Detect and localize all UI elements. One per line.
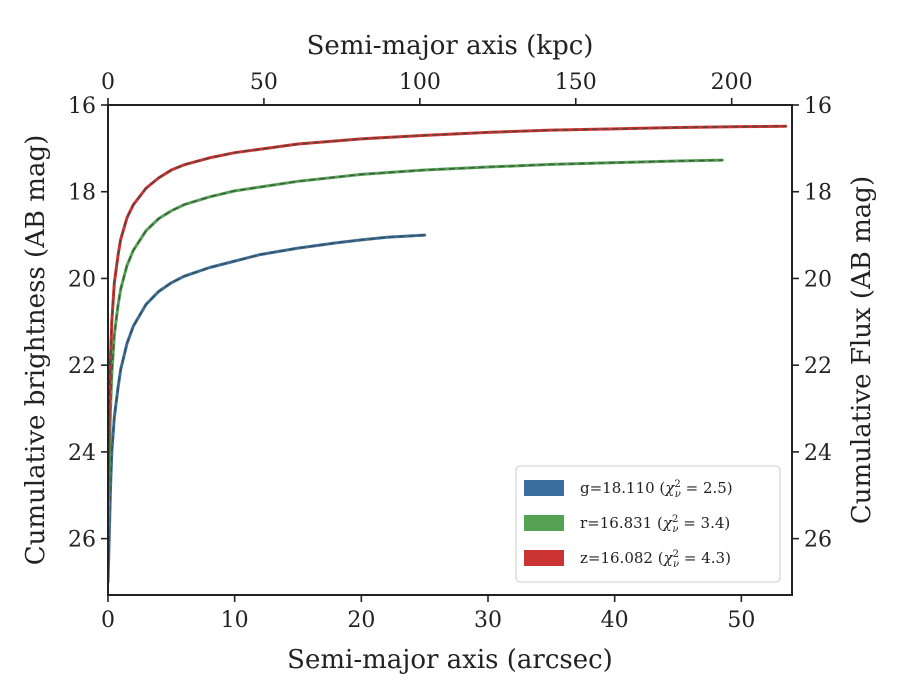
x-tick-label-bottom: 40 (601, 608, 629, 633)
y-tick-label-right: 18 (804, 181, 832, 206)
legend-swatch-z (524, 550, 564, 566)
legend-entry-r: r=16.831 (χ2 ν = 3.4) (580, 514, 730, 535)
y-tick-label-right: 20 (804, 267, 832, 292)
x-tick-label-top: 100 (399, 70, 441, 95)
series-fit-line-r (108, 159, 723, 530)
legend-box (515, 465, 781, 583)
x-axis-title-top: Semi-major axis (kpc) (307, 31, 594, 61)
series-fit-line-z (108, 125, 786, 496)
y-tick-label-left: 18 (68, 181, 96, 206)
x-axis-title-bottom: Semi-major axis (arcsec) (287, 645, 613, 675)
x-tick-label-top: 200 (711, 70, 753, 95)
series-layer (108, 124, 788, 584)
axes-frame (107, 104, 793, 596)
axes-layer: 0 10 20 30 40 50 0 50 100 150 200 16 16 18 18 20 20 22 22 2… (68, 70, 832, 633)
x-tick-label-bottom: 20 (347, 608, 375, 633)
x-tick-label-bottom: 10 (221, 608, 249, 633)
y-tick-label-right: 16 (804, 94, 832, 119)
x-tick-label-top: 0 (101, 70, 115, 95)
x-tick-label-bottom: 30 (474, 608, 502, 633)
legend: g=18.110 (χ2 ν = 2.5) r=16.831 (χ2 ν = 3.4)… (515, 465, 781, 583)
y-tick-label-right: 26 (804, 528, 832, 553)
y-tick-label-left: 20 (68, 267, 96, 292)
axis-titles: Semi-major axis (arcsec) Semi-major axis… (21, 31, 877, 675)
y-tick-label-right: 22 (804, 354, 832, 379)
y-tick-label-left: 22 (68, 354, 96, 379)
series-line-z (108, 124, 788, 497)
legend-swatch-g (524, 480, 564, 496)
series-fit-line-g (108, 234, 425, 583)
legend-swatch-r (524, 515, 564, 531)
y-axis-title-right: Cumulative Flux (AB mag) (847, 176, 877, 524)
x-tick-label-bottom: 0 (101, 608, 115, 633)
x-tick-label-top: 150 (555, 70, 597, 95)
series-line-g (108, 233, 427, 584)
x-tick-label-bottom: 50 (727, 608, 755, 633)
y-tick-label-left: 26 (68, 528, 96, 553)
y-tick-label-right: 24 (804, 441, 832, 466)
x-tick-label-top: 50 (250, 70, 278, 95)
legend-entry-z: z=16.082 (χ2 ν = 4.3) (580, 549, 731, 570)
y-tick-label-left: 16 (68, 94, 96, 119)
legend-entry-g: g=18.110 (χ2 ν = 2.5) (580, 479, 733, 500)
y-tick-label-left: 24 (68, 441, 96, 466)
y-axis-title-left: Cumulative brightness (AB mag) (21, 135, 51, 566)
